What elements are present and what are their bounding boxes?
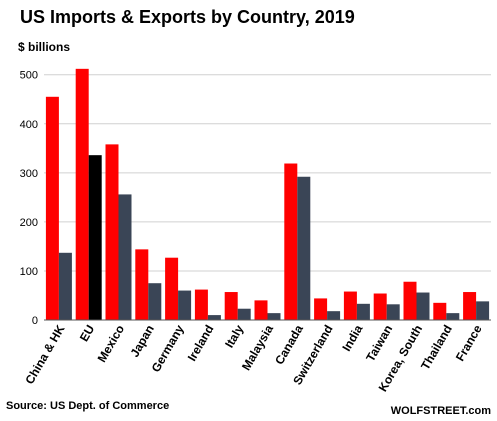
x-tick-label: Japan bbox=[127, 323, 156, 360]
bar-series-2-11 bbox=[386, 304, 400, 320]
bar-series-2-13 bbox=[446, 313, 460, 320]
bar-series-2-14 bbox=[476, 301, 490, 320]
bar-series-2-5 bbox=[207, 315, 221, 320]
bar-series-1-2 bbox=[105, 144, 119, 320]
bar-series-1-4 bbox=[165, 257, 179, 320]
x-tick-label: Ireland bbox=[185, 323, 217, 364]
bar-series-2-7 bbox=[267, 313, 281, 320]
bar-series-1-3 bbox=[135, 249, 149, 320]
bar-series-2-4 bbox=[178, 290, 192, 320]
y-tick-label: 500 bbox=[20, 70, 38, 82]
y-tick-label: 300 bbox=[20, 168, 38, 180]
bar-series-1-11 bbox=[373, 293, 387, 320]
bar-series-2-10 bbox=[356, 303, 370, 320]
bar-series-1-7 bbox=[254, 300, 268, 320]
bar-series-1-6 bbox=[224, 292, 238, 320]
bar-series-1-14 bbox=[463, 292, 477, 320]
y-tick-label: 0 bbox=[32, 315, 38, 327]
bar-series-1-8 bbox=[284, 163, 298, 320]
bar-series-2-6 bbox=[237, 308, 251, 320]
bars bbox=[45, 68, 490, 320]
bar-series-2-9 bbox=[327, 311, 341, 320]
bar-series-1-1 bbox=[75, 68, 89, 320]
bar-series-1-0 bbox=[45, 96, 59, 320]
y-tick-label: 400 bbox=[20, 119, 38, 131]
x-tick-label: India bbox=[339, 322, 365, 354]
y-axis-ticks: 0 100 200 300 400 500 bbox=[20, 70, 38, 327]
bar-series-2-2 bbox=[118, 194, 132, 320]
bar-series-2-12 bbox=[416, 292, 430, 320]
x-tick-label: China & HK bbox=[22, 322, 67, 386]
y-tick-label: 200 bbox=[20, 217, 38, 229]
chart-title: US Imports & Exports by Country, 2019 bbox=[20, 7, 355, 27]
x-tick-label: France bbox=[453, 322, 485, 363]
x-tick-label: Taiwan bbox=[363, 323, 395, 364]
bar-series-1-10 bbox=[343, 291, 357, 320]
bar-series-1-9 bbox=[314, 298, 328, 320]
bar-series-2-1 bbox=[88, 155, 102, 320]
bar-series-2-8 bbox=[297, 176, 311, 320]
source-note: Source: US Dept. of Commerce bbox=[6, 400, 169, 412]
bar-series-1-12 bbox=[403, 281, 417, 320]
y-tick-label: 100 bbox=[20, 266, 38, 278]
bar-series-1-5 bbox=[194, 289, 208, 320]
bar-series-2-3 bbox=[148, 283, 162, 320]
bar-series-1-13 bbox=[433, 302, 447, 320]
brand-watermark: WOLFSTREET.com bbox=[391, 405, 491, 417]
x-tick-label: Italy bbox=[222, 322, 246, 350]
y-axis-unit-label: $ billions bbox=[18, 40, 70, 54]
x-tick-label: EU bbox=[77, 323, 97, 344]
bar-series-2-0 bbox=[58, 252, 72, 320]
x-tick-label: Mexico bbox=[95, 323, 127, 365]
